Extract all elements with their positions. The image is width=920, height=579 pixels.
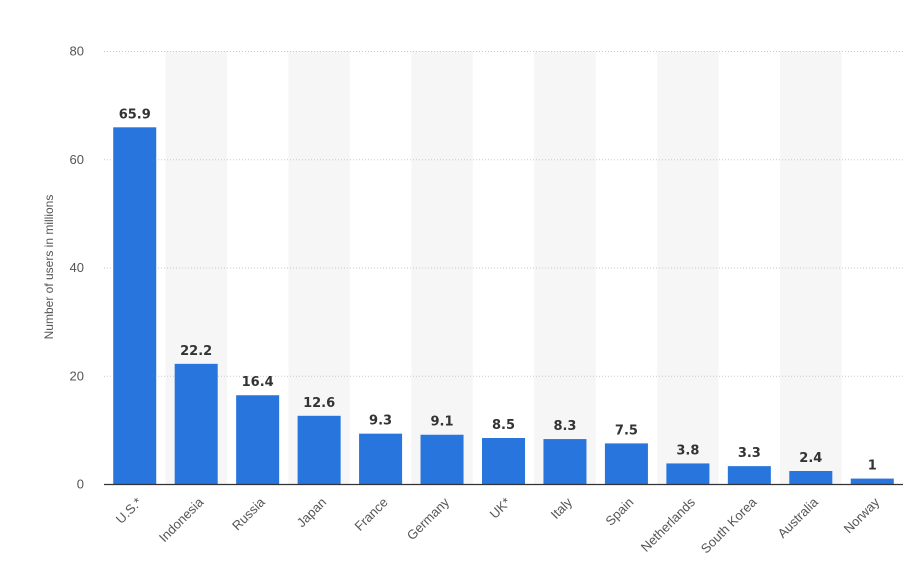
alternating-bands bbox=[165, 51, 842, 484]
data-label: 3.8 bbox=[676, 443, 699, 458]
gridlines bbox=[104, 51, 903, 377]
x-tick-label: Germany bbox=[404, 494, 453, 543]
bar[interactable] bbox=[604, 443, 648, 484]
bar[interactable] bbox=[113, 127, 157, 484]
bar[interactable] bbox=[850, 478, 894, 484]
x-tick-label: Russia bbox=[229, 494, 268, 533]
data-label: 65.9 bbox=[119, 107, 151, 122]
data-label: 8.3 bbox=[553, 419, 576, 434]
x-tick-label: Australia bbox=[775, 494, 822, 541]
x-tick-label: Norway bbox=[841, 494, 883, 536]
bar[interactable] bbox=[666, 463, 710, 484]
data-label: 3.3 bbox=[738, 446, 761, 461]
data-label: 9.1 bbox=[431, 415, 454, 430]
data-label: 12.6 bbox=[303, 396, 335, 411]
data-labels: 65.9 22.2 16.4 12.6 9.3 9.1 8.5 8.3 7.5 3.8 3.3 2.4… bbox=[119, 107, 877, 473]
y-tick-label: 60 bbox=[70, 152, 84, 167]
background-band bbox=[288, 51, 350, 484]
bar[interactable] bbox=[420, 434, 464, 484]
y-axis-ticks: 0 20 40 60 80 bbox=[70, 44, 84, 492]
data-label: 7.5 bbox=[615, 423, 638, 438]
data-label: 1 bbox=[868, 459, 877, 474]
x-tick-label: Japan bbox=[294, 495, 330, 531]
data-label: 8.5 bbox=[492, 418, 515, 433]
data-label: 9.3 bbox=[369, 414, 392, 429]
y-tick-label: 80 bbox=[70, 44, 84, 59]
background-band bbox=[534, 51, 596, 484]
bar[interactable] bbox=[789, 471, 833, 484]
x-tick-label: UK* bbox=[487, 495, 514, 522]
x-tick-label: Spain bbox=[602, 495, 636, 529]
bars bbox=[113, 127, 894, 484]
bar[interactable] bbox=[359, 433, 403, 484]
bar[interactable] bbox=[727, 466, 771, 484]
y-tick-label: 0 bbox=[77, 477, 84, 492]
x-tick-label: Netherlands bbox=[638, 494, 699, 555]
y-tick-label: 40 bbox=[70, 260, 84, 275]
data-label: 22.2 bbox=[180, 344, 212, 359]
data-label: 16.4 bbox=[242, 375, 274, 390]
x-axis-ticks: U.S.* Indonesia Russia Japan France Germany UK… bbox=[113, 494, 883, 556]
bar[interactable] bbox=[174, 363, 218, 484]
background-band bbox=[780, 51, 842, 484]
background-band bbox=[411, 51, 473, 484]
data-label: 2.4 bbox=[799, 451, 822, 466]
x-tick-label: Italy bbox=[548, 494, 576, 522]
x-tick-label: Indonesia bbox=[156, 494, 207, 545]
x-tick-label: South Korea bbox=[698, 494, 760, 556]
bar[interactable] bbox=[481, 437, 526, 484]
bar[interactable] bbox=[543, 439, 587, 484]
y-tick-label: 20 bbox=[70, 368, 84, 383]
bar[interactable] bbox=[236, 395, 280, 484]
x-tick-label: U.S.* bbox=[113, 495, 145, 527]
bar[interactable] bbox=[297, 415, 341, 484]
y-axis-label: Number of users in millions bbox=[42, 195, 56, 340]
x-tick-label: France bbox=[351, 495, 390, 534]
background-band bbox=[657, 51, 719, 484]
